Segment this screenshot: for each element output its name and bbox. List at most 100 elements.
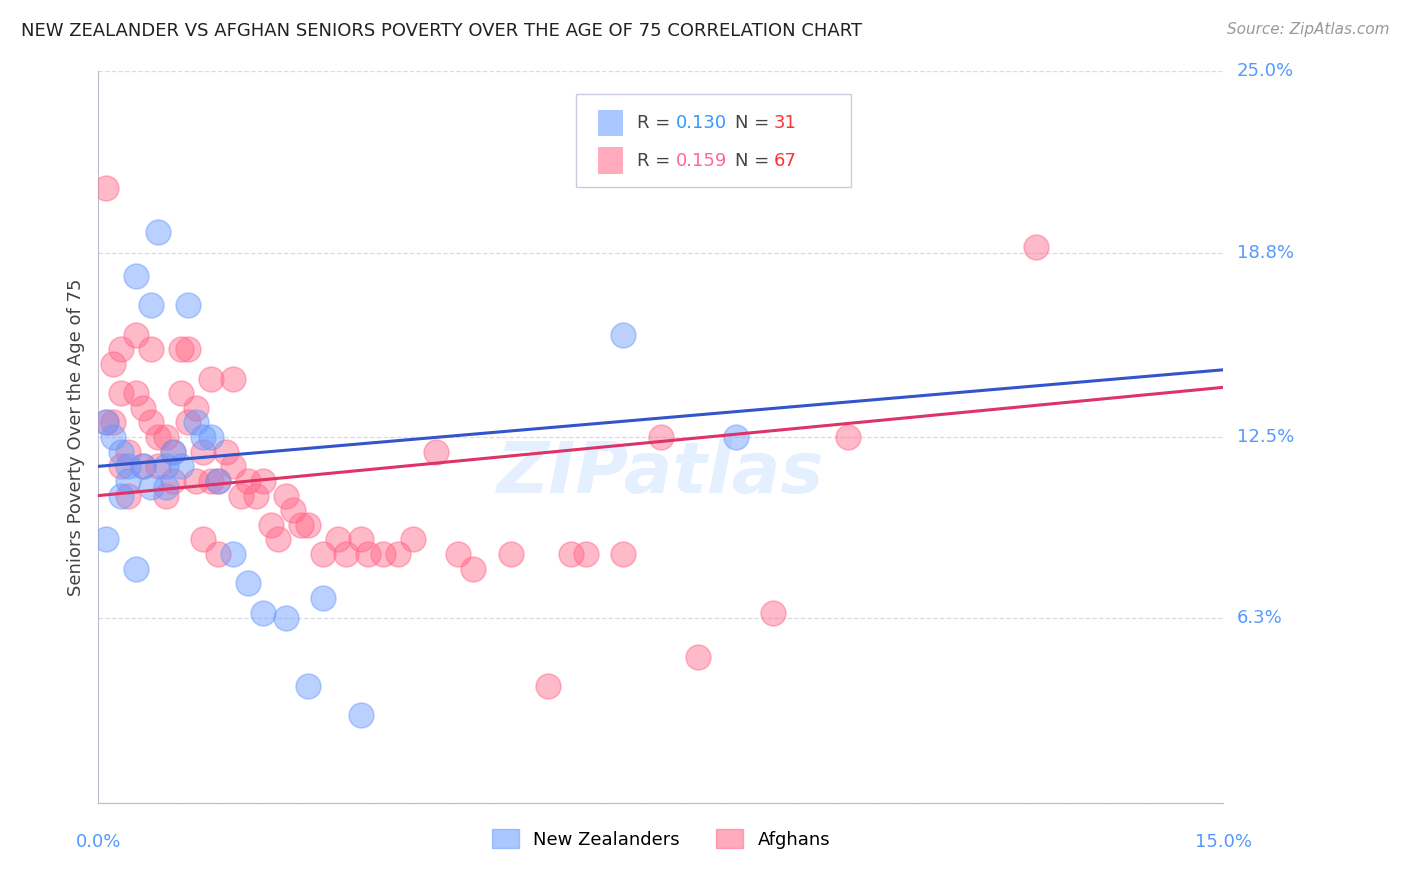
Point xyxy=(117,444,139,458)
Point xyxy=(139,343,162,357)
Point xyxy=(139,416,162,430)
Point xyxy=(207,547,229,561)
Point xyxy=(575,547,598,561)
Point xyxy=(283,503,305,517)
Point xyxy=(463,562,485,576)
Point xyxy=(222,547,245,561)
Text: 31: 31 xyxy=(773,114,796,132)
Point xyxy=(252,474,274,488)
Text: R =: R = xyxy=(637,114,676,132)
Point xyxy=(117,489,139,503)
Point xyxy=(252,606,274,620)
Text: R =: R = xyxy=(637,152,676,169)
Point xyxy=(238,474,260,488)
Point xyxy=(245,489,267,503)
Point xyxy=(200,430,222,444)
Point xyxy=(215,444,238,458)
Text: 0.159: 0.159 xyxy=(676,152,728,169)
Point xyxy=(117,474,139,488)
Point xyxy=(184,401,207,415)
Point xyxy=(148,459,170,474)
Point xyxy=(193,430,215,444)
Point xyxy=(328,533,350,547)
Point xyxy=(274,489,297,503)
Point xyxy=(125,327,148,342)
Point xyxy=(155,489,177,503)
Point xyxy=(110,444,132,458)
Point xyxy=(132,401,155,415)
Point xyxy=(222,459,245,474)
Point xyxy=(110,489,132,503)
Point xyxy=(267,533,290,547)
Point xyxy=(387,547,409,561)
Point xyxy=(162,474,184,488)
Point xyxy=(724,430,747,444)
Point xyxy=(177,298,200,312)
Text: NEW ZEALANDER VS AFGHAN SENIORS POVERTY OVER THE AGE OF 75 CORRELATION CHART: NEW ZEALANDER VS AFGHAN SENIORS POVERTY … xyxy=(21,22,862,40)
Text: 15.0%: 15.0% xyxy=(1195,833,1251,851)
Point xyxy=(193,444,215,458)
Point xyxy=(688,649,710,664)
Point xyxy=(94,533,117,547)
Point xyxy=(373,547,395,561)
Point xyxy=(177,416,200,430)
Point xyxy=(110,459,132,474)
Text: 25.0%: 25.0% xyxy=(1237,62,1295,80)
Point xyxy=(357,547,380,561)
Point xyxy=(177,343,200,357)
Text: 18.8%: 18.8% xyxy=(1237,244,1294,261)
Point xyxy=(103,357,125,371)
Point xyxy=(402,533,425,547)
Point xyxy=(290,517,312,532)
Legend: New Zealanders, Afghans: New Zealanders, Afghans xyxy=(485,822,837,856)
Point xyxy=(312,547,335,561)
Point xyxy=(335,547,357,561)
Point xyxy=(103,416,125,430)
Point xyxy=(162,444,184,458)
Point xyxy=(447,547,470,561)
Point xyxy=(350,708,373,723)
Text: 0.0%: 0.0% xyxy=(76,833,121,851)
Point xyxy=(94,416,117,430)
Point xyxy=(139,298,162,312)
Point xyxy=(132,459,155,474)
Point xyxy=(148,225,170,239)
Text: 12.5%: 12.5% xyxy=(1237,428,1295,446)
Point xyxy=(110,386,132,401)
Point xyxy=(612,327,634,342)
Point xyxy=(139,480,162,494)
Point xyxy=(125,562,148,576)
Point xyxy=(170,386,193,401)
Point xyxy=(125,269,148,284)
Point xyxy=(155,430,177,444)
Point xyxy=(499,547,522,561)
Point xyxy=(103,430,125,444)
Point xyxy=(425,444,447,458)
Point xyxy=(125,386,148,401)
Point xyxy=(650,430,672,444)
Point xyxy=(560,547,582,561)
Point xyxy=(312,591,335,605)
Point xyxy=(162,444,184,458)
Text: 6.3%: 6.3% xyxy=(1237,609,1282,627)
Text: ZIPatlas: ZIPatlas xyxy=(498,439,824,508)
Point xyxy=(222,371,245,385)
Point xyxy=(238,576,260,591)
Point xyxy=(229,489,252,503)
Point xyxy=(207,474,229,488)
Point xyxy=(260,517,283,532)
Point xyxy=(537,679,560,693)
Point xyxy=(297,679,319,693)
Text: Source: ZipAtlas.com: Source: ZipAtlas.com xyxy=(1226,22,1389,37)
Text: 67: 67 xyxy=(773,152,796,169)
Point xyxy=(94,181,117,195)
Point xyxy=(1025,240,1047,254)
Text: N =: N = xyxy=(735,114,775,132)
Point xyxy=(117,459,139,474)
Point xyxy=(148,430,170,444)
Point xyxy=(274,611,297,625)
Point xyxy=(612,547,634,561)
Point xyxy=(170,343,193,357)
Point xyxy=(132,459,155,474)
Point xyxy=(837,430,859,444)
